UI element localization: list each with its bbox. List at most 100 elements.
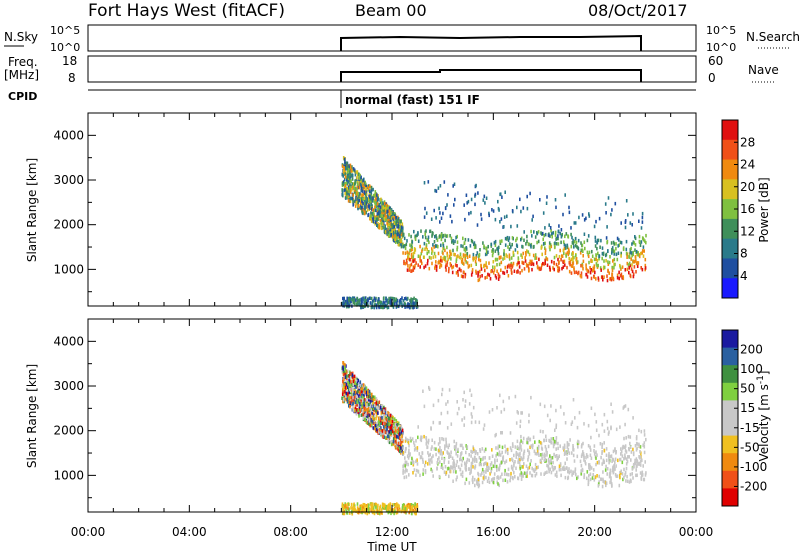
echo-cell (365, 201, 367, 206)
echo-cell (407, 462, 409, 467)
echo-cell (350, 297, 352, 301)
echo-cell (628, 255, 630, 259)
echo-cell (492, 250, 494, 255)
echo-cell (484, 201, 486, 205)
echo-cell (521, 411, 523, 415)
echo-cell (392, 305, 395, 309)
echo-cell (491, 249, 493, 253)
echo-cell (623, 457, 625, 461)
echo-cell (347, 506, 349, 510)
echo-cell (428, 385, 430, 390)
echo-cell (544, 261, 546, 266)
echo-cell (364, 182, 367, 187)
echo-cell (566, 441, 569, 445)
echo-cell (344, 196, 347, 200)
echo-cell (573, 245, 575, 249)
echo-cell (358, 185, 361, 190)
echo-cell (346, 390, 349, 394)
echo-cell (485, 461, 487, 465)
echo-cell (489, 277, 492, 281)
echo-cell (426, 238, 429, 242)
echo-cell (589, 465, 592, 469)
echo-cell (560, 258, 562, 262)
echo-cell (503, 215, 506, 219)
echo-cell (342, 506, 345, 510)
echo-cell (548, 265, 551, 270)
echo-cell (475, 254, 478, 258)
echo-cell (429, 462, 431, 466)
time-tick-label: 00:00 (679, 525, 714, 539)
echo-cell (420, 259, 422, 263)
echo-cell (351, 188, 353, 192)
echo-cell (428, 240, 430, 245)
echo-cell (491, 479, 494, 484)
echo-cell (384, 226, 386, 230)
nsearch-label: N.Search (746, 30, 800, 44)
echo-cell (470, 454, 472, 458)
echo-cell (408, 251, 410, 256)
echo-cell (602, 458, 605, 463)
echo-cell (434, 244, 436, 249)
echo-cell (526, 194, 528, 199)
echo-cell (573, 266, 575, 270)
echo-cell (585, 455, 587, 460)
echo-cell (348, 381, 351, 386)
echo-cell (352, 182, 355, 186)
time-tick-label: 08:00 (273, 525, 308, 539)
echo-cell (464, 274, 466, 279)
echo-cell (342, 156, 345, 160)
echo-cell (395, 305, 398, 309)
echo-cell (404, 439, 407, 443)
echo-cell (421, 451, 424, 455)
echo-cell (427, 258, 429, 263)
echo-cell (517, 458, 520, 462)
echo-cell (518, 265, 521, 269)
echo-cell (348, 404, 350, 408)
echo-cell (553, 267, 555, 272)
echo-cell (345, 364, 347, 368)
echo-cell (391, 416, 393, 421)
echo-cell (360, 178, 363, 182)
echo-cell (589, 448, 592, 452)
echo-cell (348, 387, 350, 392)
echo-cell (358, 198, 360, 203)
echo-cell (590, 276, 593, 281)
echo-cell (562, 467, 564, 471)
echo-cell (422, 460, 424, 464)
echo-cell (379, 210, 381, 215)
echo-cell (566, 251, 569, 255)
echo-cell (610, 478, 612, 483)
echo-cell (433, 447, 436, 451)
echo-cell (585, 476, 588, 481)
echo-cell (368, 419, 371, 423)
echo-cell (623, 405, 625, 409)
echo-cell (624, 453, 626, 457)
echo-cell (374, 220, 377, 225)
echo-cell (475, 457, 478, 462)
echo-cell (625, 462, 628, 466)
echo-cell (609, 255, 611, 259)
echo-cell (572, 241, 575, 245)
echo-cell (375, 408, 377, 413)
echo-cell (546, 463, 548, 468)
echo-cell (346, 300, 349, 305)
echo-cell (581, 467, 584, 472)
echo-cell (535, 466, 538, 470)
echo-cell (522, 251, 524, 256)
echo-cell (517, 258, 520, 262)
echo-cell (632, 250, 634, 255)
echo-cell (481, 467, 484, 472)
echo-cell (424, 247, 426, 251)
echo-cell (593, 264, 596, 268)
echo-cell (342, 389, 344, 393)
echo-cell (631, 269, 634, 274)
echo-cell (590, 466, 593, 470)
echo-cell (480, 473, 482, 477)
echo-cell (398, 504, 400, 508)
echo-cell (488, 456, 491, 460)
echo-cell (460, 260, 463, 264)
echo-cell (444, 256, 447, 260)
echo-cell (427, 441, 430, 445)
echo-cell (345, 374, 348, 379)
echo-cell (363, 399, 365, 403)
